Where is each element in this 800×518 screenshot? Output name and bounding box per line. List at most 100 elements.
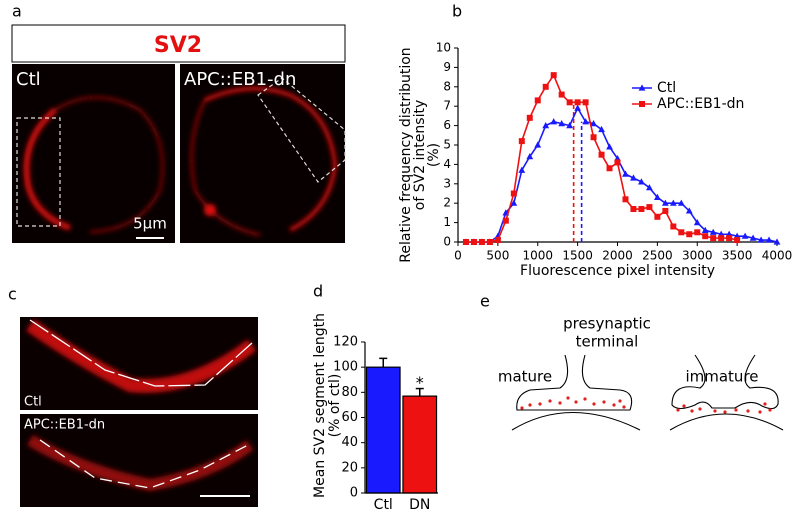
point [526,153,534,160]
x-tick-label: 500 [486,249,509,263]
bar [365,366,401,494]
point [694,229,701,236]
point [582,99,589,106]
point [550,118,558,125]
diagram-label: immature [685,368,758,386]
y-tick-label: 0 [443,235,451,249]
point [486,239,493,245]
point [534,141,542,148]
point [686,231,693,238]
y-axis-label: (%) [426,143,442,167]
y-tick-label: 7 [443,99,451,113]
point [542,122,550,129]
point [765,236,773,243]
image-label: Ctl [16,69,41,90]
point [701,226,709,233]
point [622,196,629,203]
point [510,190,517,197]
x-tick-label: 1000 [522,249,553,263]
axis [364,342,438,494]
point [702,233,709,240]
point [661,199,669,206]
y-tick-label: 60 [341,410,358,425]
panel-label: a [12,2,22,21]
point [518,166,526,173]
point [566,122,574,129]
point [638,178,645,185]
image-label: APC::EB1-dn [24,418,105,433]
point [582,118,589,125]
x-tick-label: 0 [454,249,462,263]
point [590,134,597,141]
roi [257,77,346,183]
point [510,199,518,206]
point [478,239,485,245]
y-tick-label: 120 [333,335,358,350]
diagram-label: mature [498,368,552,386]
point [639,101,645,107]
y-tick-label: 5 [443,138,451,152]
legend-label: APC::EB1-dn [657,96,744,112]
point [622,170,629,177]
point [494,237,501,244]
point [566,99,573,106]
point [726,235,733,242]
y-tick-label: 40 [341,435,358,450]
point [542,83,549,90]
point [662,207,669,214]
panel-label: e [480,292,490,311]
point [606,165,613,172]
bar [402,395,438,494]
vesicles [520,396,772,414]
x-tick-label: 3000 [682,249,713,263]
point [574,104,582,111]
x-tick-label: 2000 [602,249,633,263]
diagram-title: terminal [576,333,639,351]
point [526,114,533,121]
roi [16,117,61,227]
y-tick-label: 20 [341,460,358,475]
x-tick-label: 4000 [762,249,793,263]
series-line [465,106,778,243]
stain [23,86,338,237]
point [677,199,685,206]
point [630,174,637,181]
y-tick-label: 2 [443,196,451,210]
point [678,229,685,236]
point [606,143,613,150]
point [734,237,741,244]
point [630,206,637,213]
panel-label: b [452,2,462,21]
point [614,159,621,166]
micrograph [12,64,175,243]
x-tick-label: Ctl [374,497,393,513]
stain [25,319,257,492]
point [646,204,653,211]
y-axis-label: (% of ctl) [327,374,343,438]
point [590,120,597,127]
point [502,217,509,224]
legend-label: Ctl [657,80,676,96]
point [558,120,566,127]
trace [39,439,249,489]
point [669,199,677,206]
point [462,239,469,245]
point [470,239,477,245]
y-tick-label: 10 [436,41,451,55]
annotation: * [416,373,424,392]
point [534,97,541,104]
y-tick-label: 6 [443,118,451,132]
image-label: APC::EB1-dn [184,69,296,90]
point [550,72,557,79]
y-tick-label: 100 [333,360,358,375]
panel-label: d [313,282,323,301]
point [646,184,653,191]
y-tick-label: 3 [443,176,451,190]
y-tick-label: 4 [443,157,451,171]
point [749,234,757,241]
header: SV2 [154,33,202,58]
point [574,99,581,106]
y-tick-label: 8 [443,79,451,93]
point [670,223,677,230]
